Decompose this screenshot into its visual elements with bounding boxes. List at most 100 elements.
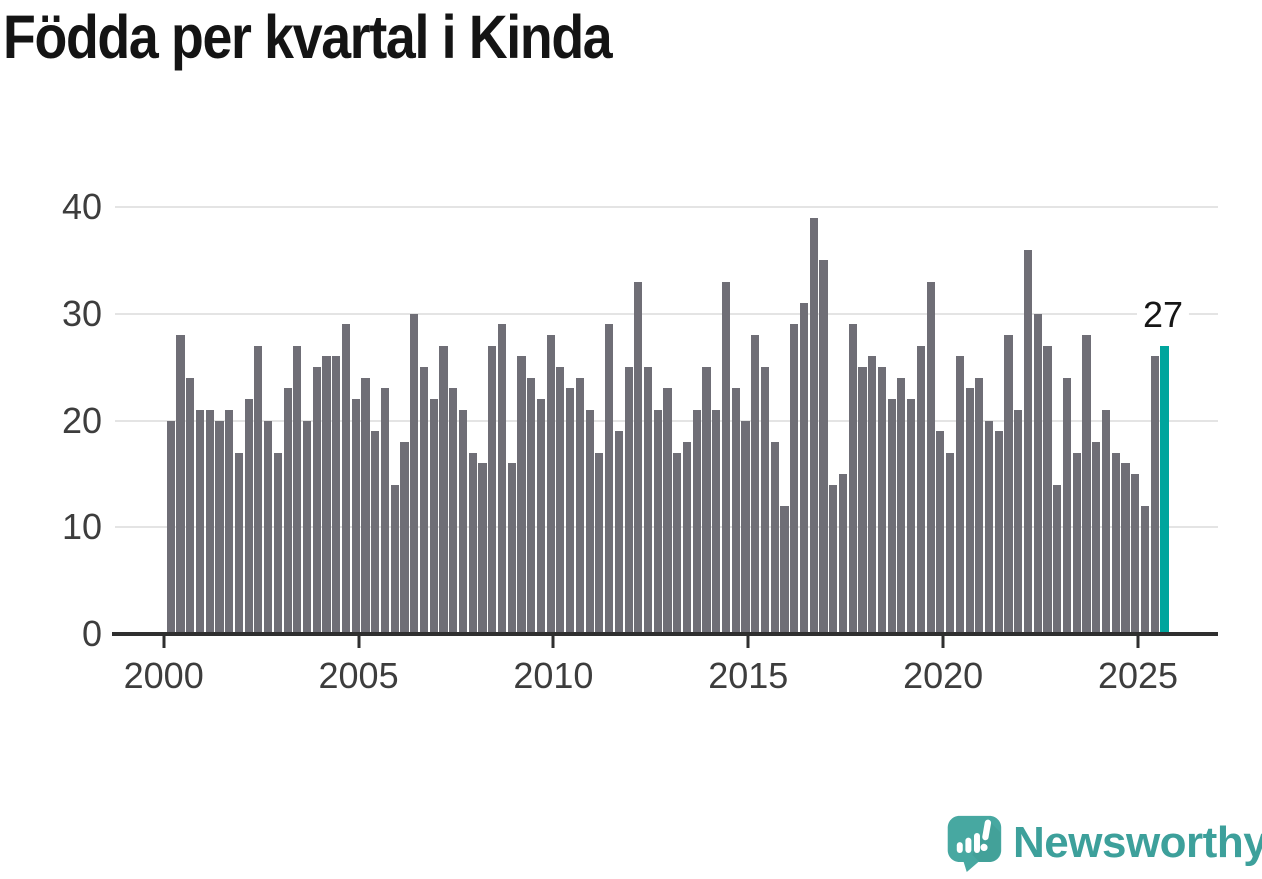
- bar-2011-q3: [614, 431, 623, 634]
- bar-2023-q3: [1082, 335, 1091, 634]
- x-tick-label-2000: 2000: [123, 655, 204, 696]
- bar-2005-q1: [361, 377, 370, 634]
- bar-2006-q2: [410, 313, 419, 634]
- bar-2022-q3: [1043, 345, 1052, 634]
- x-tick-2005: [357, 636, 361, 648]
- bar-2006-q4: [429, 399, 438, 634]
- bar-2021-q2: [994, 431, 1003, 634]
- x-tick-label-2015: 2015: [708, 655, 789, 696]
- bar-2002-q2: [254, 345, 263, 634]
- bar-2019-q4: [936, 431, 945, 634]
- bar-2003-q1: [283, 388, 292, 634]
- x-tick-2025: [1136, 636, 1140, 648]
- bar-2002-q1: [244, 399, 253, 634]
- bar-2016-q3: [809, 217, 818, 634]
- bar-2000-q1: [166, 420, 175, 634]
- bar-2004-q1: [322, 356, 331, 634]
- bar-2005-q3: [380, 388, 390, 634]
- bar-2004-q2: [332, 356, 341, 634]
- newsworthy-wordmark: Newsworthy: [1013, 818, 1262, 867]
- x-tick-label-2020: 2020: [903, 655, 984, 696]
- bar-2000-q2: [176, 335, 185, 634]
- bar-2001-q1: [205, 409, 214, 634]
- bar-2003-q3: [302, 420, 312, 634]
- bar-2010-q2: [566, 388, 575, 634]
- bar-2024-q2: [1111, 452, 1120, 634]
- bar-2019-q2: [916, 345, 925, 634]
- bar-2013-q2: [682, 441, 692, 634]
- bar-2018-q3: [887, 399, 896, 634]
- bar-2015-q3: [770, 441, 779, 634]
- bar-2002-q4: [273, 452, 282, 634]
- bar-2013-q4: [702, 367, 711, 634]
- bar-2007-q2: [449, 388, 458, 634]
- bar-2025-q2: [1150, 356, 1159, 634]
- bar-2024-q1: [1101, 409, 1111, 634]
- bar-2007-q1: [439, 345, 448, 634]
- bar-2000-q3: [186, 377, 195, 634]
- y-tick-label-20: 20: [61, 399, 102, 441]
- x-tick-2020: [941, 636, 945, 648]
- bar-2020-q2: [955, 356, 964, 634]
- chart-title: Födda per kvartal i Kinda: [3, 3, 613, 71]
- bar-2005-q4: [390, 484, 399, 634]
- x-tick-label-2010: 2010: [513, 655, 594, 696]
- bar-2003-q4: [312, 367, 321, 634]
- bar-2020-q3: [965, 388, 974, 634]
- bar-2008-q1: [478, 463, 487, 634]
- bar-2004-q4: [351, 399, 360, 634]
- bar-2007-q3: [458, 409, 468, 634]
- bar-2013-q3: [692, 409, 701, 634]
- bar-2011-q4: [624, 367, 633, 634]
- bar-2009-q1: [517, 356, 526, 634]
- bar-2022-q1: [1023, 249, 1033, 634]
- y-tick-label-40: 40: [61, 186, 102, 227]
- bar-2014-q3: [731, 388, 740, 634]
- bar-2019-q1: [907, 399, 916, 634]
- bar-2013-q1: [673, 452, 682, 634]
- bar-2024-q3: [1121, 463, 1130, 634]
- bar-2017-q1: [829, 484, 838, 634]
- bar-2018-q2: [877, 367, 886, 634]
- bar-2011-q2: [605, 324, 614, 634]
- bar-2017-q2: [838, 473, 848, 634]
- bar-2004-q3: [341, 324, 351, 634]
- bar-2020-q4: [975, 377, 984, 634]
- highlight-value-label: 27: [1136, 297, 1190, 333]
- bar-2023-q2: [1072, 452, 1081, 634]
- bar-2002-q3: [264, 420, 273, 634]
- bar-2008-q2: [488, 345, 497, 634]
- bar-2012-q1: [634, 281, 643, 634]
- bar-2014-q4: [741, 420, 750, 634]
- x-tick-2010: [551, 636, 555, 648]
- plot-area: [115, 196, 1218, 634]
- newsworthy-logo: Newsworthy: [945, 813, 1262, 873]
- bar-2007-q4: [468, 452, 477, 634]
- bar-2006-q1: [400, 441, 409, 634]
- bar-2023-q1: [1062, 377, 1072, 634]
- bar-2017-q4: [858, 367, 867, 634]
- x-tick-label-2005: 2005: [318, 655, 399, 696]
- y-tick-label-0: 0: [81, 613, 102, 654]
- bar-2015-q4: [780, 505, 789, 634]
- gridline-30: [115, 312, 1218, 315]
- bar-2001-q3: [225, 409, 234, 634]
- bar-2003-q2: [293, 345, 302, 634]
- bar-2025-q3: [1160, 345, 1169, 634]
- bar-2005-q2: [371, 431, 380, 634]
- bar-2012-q3: [653, 409, 662, 634]
- bar-2014-q1: [712, 409, 721, 634]
- bar-2021-q4: [1014, 409, 1023, 634]
- x-tick-2000: [162, 636, 166, 648]
- bar-2022-q4: [1053, 484, 1062, 634]
- bar-2015-q2: [760, 367, 770, 634]
- bar-2021-q1: [984, 420, 994, 634]
- bar-2012-q2: [643, 367, 653, 634]
- bar-2021-q3: [1004, 335, 1013, 634]
- bar-2008-q3: [497, 324, 507, 634]
- x-axis-line: [112, 632, 1218, 636]
- newsworthy-speech-bubble-chart-icon: [947, 815, 1002, 872]
- bar-2016-q2: [799, 303, 809, 634]
- x-tick-2015: [746, 636, 750, 648]
